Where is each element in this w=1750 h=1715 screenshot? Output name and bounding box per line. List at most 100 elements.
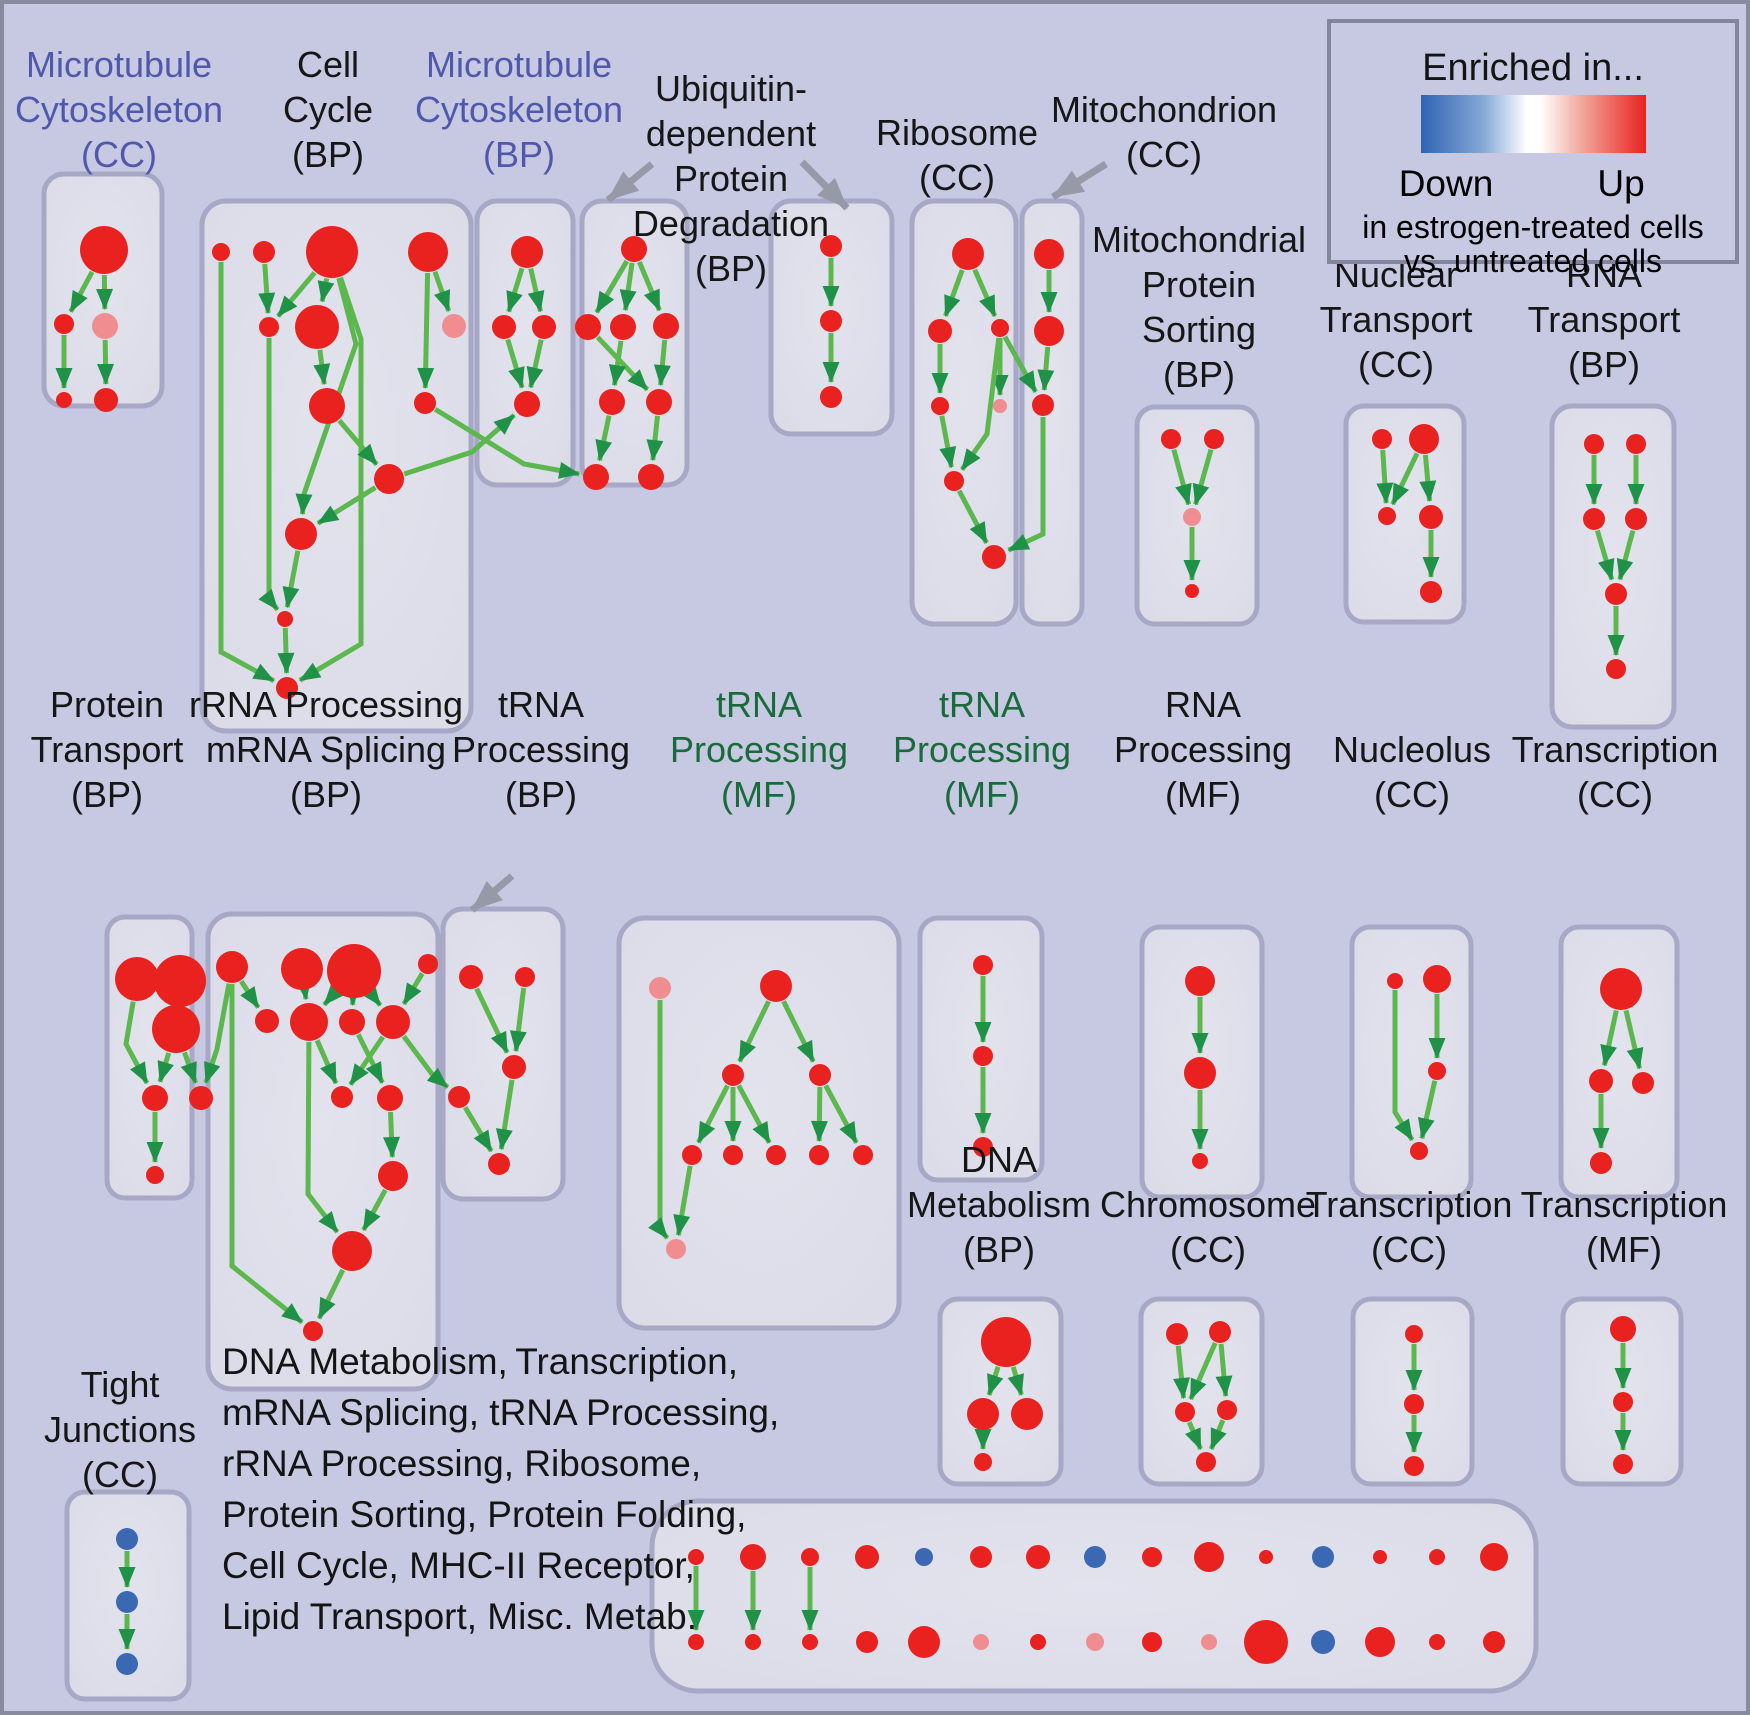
cluster-box-nucleolus: [1349, 924, 1474, 1200]
edge-arrow: [673, 1165, 693, 1237]
go-term-node: [610, 314, 636, 340]
go-term-node: [442, 314, 466, 338]
edge-arrow: [474, 987, 510, 1054]
edge-arrow: [432, 270, 452, 312]
edge-arrow: [282, 550, 301, 609]
go-term-node: [855, 1545, 879, 1569]
go-term-node: [408, 232, 448, 272]
go-term-node: [1584, 434, 1604, 454]
edge-arrow: [218, 262, 276, 684]
edge-arrow: [1623, 1009, 1644, 1070]
go-term-node: [1312, 1546, 1334, 1568]
edge-arrow: [608, 340, 626, 387]
edge-arrow: [1007, 1366, 1024, 1396]
go-term-node: [931, 397, 949, 415]
go-term-node: [1404, 1394, 1424, 1414]
go-term-node: [973, 1634, 989, 1650]
go-term-node: [255, 1009, 279, 1033]
go-term-node: [740, 1544, 766, 1570]
go-term-node: [1032, 394, 1054, 416]
go-term-node: [853, 1145, 873, 1165]
cluster-box-nuctrans: [1343, 403, 1467, 625]
edge-arrow: [823, 1084, 859, 1144]
go-term-node: [276, 677, 298, 699]
legend: Enriched in... Down Up in estrogen-treat…: [1327, 19, 1739, 279]
edge-arrow: [972, 268, 998, 318]
go-term-node: [1605, 583, 1627, 605]
go-term-node: [1030, 1634, 1046, 1650]
edge-arrow: [322, 984, 344, 1007]
go-term-node: [599, 389, 625, 415]
go-term-node: [1590, 1152, 1612, 1174]
go-term-node: [418, 954, 438, 974]
go-term-node: [1034, 239, 1064, 269]
go-term-node: [216, 951, 248, 983]
go-term-node: [116, 1528, 138, 1550]
go-term-node: [290, 1003, 328, 1041]
go-term-node: [967, 1398, 999, 1430]
go-term-node: [801, 1548, 819, 1566]
edge-arrow: [1392, 990, 1415, 1142]
go-term-node: [80, 226, 128, 274]
edge-arrow: [258, 338, 280, 612]
go-term-node: [1610, 1316, 1636, 1342]
cluster-box-transmf: [1560, 1296, 1684, 1487]
go-term-node: [970, 1546, 992, 1568]
go-term-node: [146, 1166, 164, 1184]
misc-categories-text: DNA Metabolism, Transcription, mRNA Splic…: [222, 1336, 779, 1642]
edge-arrow: [383, 1111, 400, 1159]
edge-arrow: [1215, 1343, 1233, 1398]
edge-arrow: [653, 339, 671, 387]
edge-arrow: [203, 983, 232, 1084]
edge-arrow: [401, 972, 425, 1006]
edge-arrow: [1171, 448, 1192, 506]
go-term-node: [488, 1153, 510, 1175]
edge-arrow: [1419, 454, 1437, 503]
edge-arrow: [595, 335, 650, 392]
edge-arrow: [595, 415, 613, 462]
go-term-node: [809, 1145, 829, 1165]
go-term-node: [376, 1005, 410, 1039]
go-term-node: [908, 1626, 940, 1658]
go-term-node: [281, 948, 323, 990]
go-term-node: [448, 1086, 470, 1108]
go-term-node: [766, 1145, 786, 1165]
go-term-node: [511, 236, 543, 268]
go-term-node: [982, 545, 1006, 569]
edge-arrow: [123, 1001, 150, 1085]
edge-arrow: [463, 1106, 494, 1153]
go-term-node: [1201, 1634, 1217, 1650]
edge-arrow: [781, 1000, 816, 1063]
edge-arrow: [294, 978, 312, 1001]
go-term-node: [285, 518, 317, 550]
go-term-node: [973, 1137, 993, 1157]
go-term-node: [374, 464, 404, 494]
go-term-node: [583, 464, 609, 490]
cluster-box-mito: [1019, 198, 1085, 627]
go-term-node: [116, 1653, 138, 1675]
edge-arrow: [1037, 346, 1055, 392]
go-term-node: [928, 319, 952, 343]
go-term-node: [653, 313, 679, 339]
go-term-node: [688, 1549, 704, 1565]
edge-arrow: [317, 277, 335, 303]
go-term-node: [1142, 1547, 1162, 1567]
edge-arrow: [239, 979, 261, 1009]
go-term-node: [94, 388, 118, 412]
edge-arrow: [736, 1084, 772, 1144]
cluster-box-transccmid: [1558, 924, 1680, 1200]
edge-arrow: [509, 987, 527, 1053]
go-term-node: [1185, 966, 1215, 996]
misc-text-line: Cell Cycle, MHC-II Receptor,: [222, 1545, 695, 1586]
go-term-node: [1429, 1634, 1445, 1650]
edge-arrow: [1007, 417, 1046, 553]
go-term-node: [1192, 1153, 1208, 1169]
edge-arrow: [1002, 335, 1038, 394]
misc-text-line: Lipid Transport, Misc. Metab.: [222, 1596, 698, 1637]
edge-arrow: [1600, 1009, 1619, 1067]
go-term-node: [1480, 1543, 1508, 1571]
edge-arrow: [417, 272, 435, 390]
go-term-node: [54, 314, 74, 334]
edge-arrow: [157, 1052, 174, 1083]
go-term-node: [414, 392, 436, 414]
